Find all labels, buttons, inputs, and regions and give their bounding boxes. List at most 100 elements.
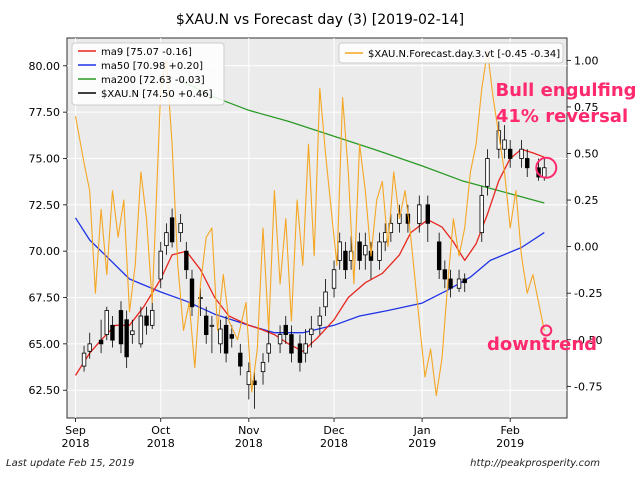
- candle-body-down: [462, 278, 467, 284]
- annotation-downtrend: downtrend: [487, 334, 597, 355]
- candle-body-up: [502, 139, 507, 150]
- candle-body-down: [169, 217, 175, 243]
- candle-body-up: [164, 232, 169, 247]
- y-left-tick-label: 80.00: [29, 60, 61, 73]
- y-right-tick-label: 0.00: [574, 241, 599, 254]
- x-tick-label: Feb 2019: [496, 424, 524, 450]
- candle-body-down: [229, 334, 234, 339]
- y-left-tick-label: 65.00: [29, 338, 61, 351]
- legend-entry-label: ma9 [75.07 -0.16]: [101, 47, 192, 58]
- candle-body-down: [357, 241, 362, 261]
- candle-body-down: [297, 343, 303, 363]
- candle-body-up: [309, 328, 314, 335]
- y-left-tick-label: 67.50: [29, 292, 61, 305]
- highlight-circle-marker: [540, 324, 553, 337]
- legend-left-box: [71, 42, 225, 106]
- candle-body-up: [317, 315, 323, 326]
- axis-layer: 62.50 65.00 67.50 70.00 72.50 75.00 77.50 80.00…: [29, 54, 603, 450]
- candle-body-up: [479, 195, 484, 234]
- legend-left: ma9 [75.07 -0.16] ma50 [70.98 +0.20] ma200…: [71, 42, 225, 106]
- candle-body-up: [158, 250, 163, 280]
- moving-average-layer: [74, 80, 545, 376]
- candle-body-up: [519, 148, 524, 159]
- candle-body-up: [277, 334, 283, 345]
- candle-body-up: [138, 315, 144, 345]
- annotation-reversal: 41% reversal: [496, 106, 628, 127]
- y-left-tick-label: 62.50: [29, 384, 61, 397]
- footer-source-link[interactable]: http://peakprosperity.com: [470, 458, 600, 469]
- x-tick-label: Dec 2018: [320, 424, 348, 450]
- candle-body-down: [118, 310, 124, 345]
- legend-right-box: [338, 42, 564, 64]
- candle-body-up: [303, 343, 308, 354]
- annotation-layer: Bull engulfing 41% reversal downtrend: [487, 80, 637, 355]
- candle-body-down: [144, 315, 149, 326]
- candle-body-up: [178, 222, 183, 234]
- legend-entry-label: $XAU.N [74.50 +0.46]: [101, 89, 213, 100]
- candle-body-up: [81, 352, 87, 367]
- footer-last-update: Last update Feb 15, 2019: [6, 458, 135, 469]
- candle-body-up: [417, 204, 422, 224]
- series-line-ma50: [74, 217, 545, 334]
- y-right-tick-label: 0.25: [574, 194, 599, 207]
- candle-body-up: [496, 130, 502, 150]
- candle-body-up: [209, 324, 215, 327]
- candle-body-down: [223, 324, 229, 354]
- candle-body-down: [425, 204, 430, 224]
- candle-body-down: [110, 324, 115, 341]
- candle-body-down: [283, 324, 288, 335]
- candle-body-up: [363, 245, 368, 256]
- series-line-ma200: [180, 80, 545, 204]
- x-tick-label-line: Sep: [65, 424, 86, 437]
- candle-body-down: [442, 269, 448, 280]
- candle-body-down: [448, 278, 453, 289]
- chart-title: $XAU.N vs Forecast day (3) [2019-02-14]: [176, 12, 464, 28]
- legend-entry-label: ma50 [70.98 +0.20]: [101, 61, 203, 72]
- candle-body-up: [542, 167, 547, 178]
- candle-body-down: [238, 352, 243, 367]
- candle-body-down: [124, 319, 129, 358]
- legend-entry-label: ma200 [72.63 -0.03]: [101, 75, 205, 86]
- candle-body-up: [150, 310, 155, 326]
- candle-body-down: [184, 250, 189, 271]
- candle-body-up: [87, 343, 92, 352]
- candlestick-layer: [81, 121, 547, 409]
- y-left-tick-label: 70.00: [29, 245, 61, 258]
- x-tick-label-line: Nov: [238, 424, 260, 437]
- candle-body-up: [377, 241, 382, 261]
- y-right-tick-label: 0.50: [574, 147, 599, 160]
- x-tick-label-line: 2019: [408, 437, 436, 450]
- x-tick-label-line: 2018: [320, 437, 348, 450]
- x-tick-label: Nov 2018: [235, 424, 263, 450]
- candle-body-up: [260, 361, 266, 373]
- candle-body-up: [266, 343, 271, 354]
- candle-body-up: [337, 241, 342, 261]
- x-tick-label: Jan 2019: [408, 424, 436, 450]
- y-right-tick-label: 0.75: [574, 101, 599, 114]
- y-left-tick-label: 72.50: [29, 199, 61, 212]
- candle-body-up: [331, 269, 337, 289]
- y-left-tick-label: 77.50: [29, 106, 61, 119]
- candle-body-down: [289, 334, 294, 354]
- y-right-tick-label: -0.50: [574, 334, 602, 347]
- x-tick-label-line: 2018: [147, 437, 175, 450]
- x-tick-label-line: Jan: [413, 424, 431, 437]
- candle-body-down: [98, 339, 104, 345]
- candle-body-down: [507, 148, 513, 159]
- candle-body-down: [525, 158, 530, 169]
- annotation-bull-engulfing: Bull engulfing: [495, 80, 636, 101]
- x-tick-label-line: Dec: [323, 424, 344, 437]
- legend-entry-label: $XAU.N.Forecast.day.3.vt [-0.45 -0.34]: [368, 49, 560, 60]
- candle-body-up: [104, 310, 109, 335]
- candle-body-down: [204, 315, 209, 335]
- legend-right: $XAU.N.Forecast.day.3.vt [-0.45 -0.34]: [338, 42, 564, 64]
- candle-body-down: [189, 278, 195, 308]
- x-tick-label-line: 2019: [496, 437, 524, 450]
- candle-body-down: [343, 250, 348, 271]
- candle-body-up: [218, 328, 223, 345]
- candle-body-up: [323, 291, 328, 308]
- x-tick-label: Oct 2018: [147, 424, 175, 450]
- highlight-circle-marker: [535, 156, 558, 179]
